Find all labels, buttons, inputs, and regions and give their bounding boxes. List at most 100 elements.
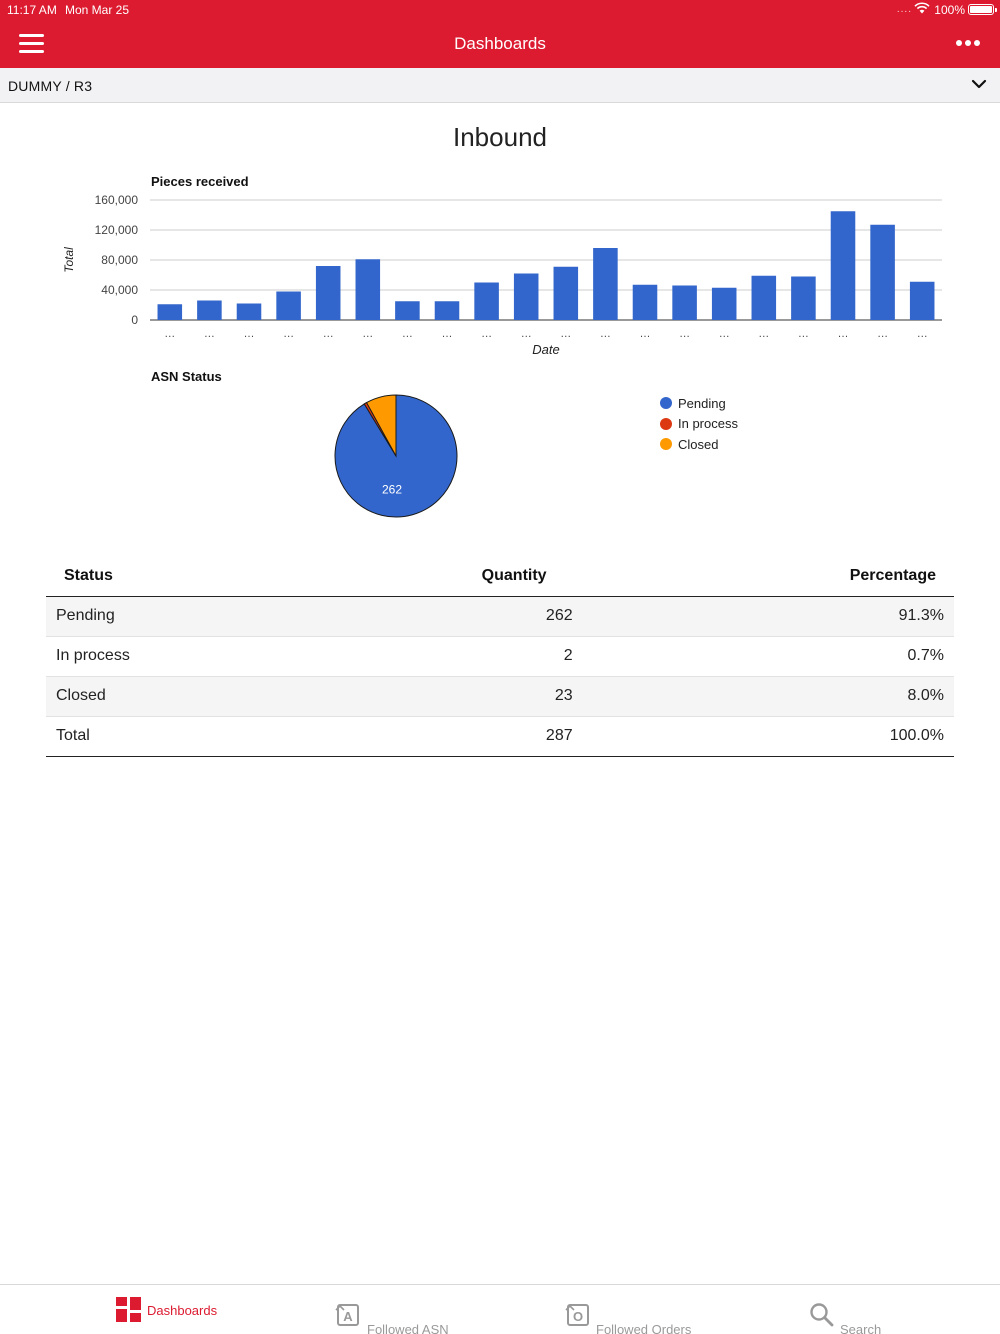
hamburger-menu-icon[interactable] — [19, 34, 44, 54]
tab-followed-orders[interactable]: O Followed Orders — [560, 1285, 710, 1334]
bar[interactable] — [791, 276, 816, 321]
bar[interactable] — [751, 275, 777, 320]
bar[interactable] — [672, 285, 697, 321]
bar[interactable] — [276, 291, 301, 321]
followed-asn-icon: A — [335, 1304, 359, 1326]
cell-percentage: 0.7% — [572, 636, 954, 677]
bar[interactable] — [355, 259, 381, 320]
svg-text:A: A — [343, 1309, 353, 1324]
tab-label: Followed ASN — [367, 1322, 449, 1334]
legend-item[interactable]: Closed — [660, 434, 738, 455]
y-tick-label: 40,000 — [101, 283, 138, 297]
cell-quantity: 2 — [345, 636, 573, 677]
pie-slice[interactable] — [365, 394, 397, 457]
search-icon — [810, 1303, 834, 1327]
column-header-quantity[interactable]: Quantity — [345, 556, 573, 597]
y-axis-label: Total — [62, 247, 76, 273]
x-tick-label: … — [164, 328, 175, 340]
bar[interactable] — [157, 304, 183, 320]
followed-orders-icon: O — [565, 1304, 589, 1326]
pie-chart-title: ASN Status — [151, 369, 222, 384]
x-tick-label: … — [402, 328, 413, 340]
column-header-percentage[interactable]: Percentage — [572, 556, 954, 597]
bar[interactable] — [909, 281, 935, 320]
bar-chart-title: Pieces received — [151, 174, 249, 189]
x-tick-label: … — [481, 328, 492, 340]
x-axis-label: Date — [532, 342, 559, 357]
x-tick-label: … — [758, 328, 769, 340]
bar[interactable] — [197, 300, 222, 321]
status-signal: .... — [896, 4, 912, 15]
pieces-received-chart: 0 40,000 80,000 120,000 160,000 … … … … … … … … … … … … …… — [62, 193, 942, 357]
legend-dot-icon — [660, 397, 672, 410]
y-tick-label: 120,000 — [95, 223, 139, 237]
table-total-row: Total 287 100.0% — [46, 716, 954, 757]
x-tick-label: … — [204, 328, 215, 340]
bar[interactable] — [474, 282, 499, 321]
wifi-icon — [914, 2, 930, 14]
dashboard-icon — [116, 1297, 141, 1322]
chevron-down-icon — [971, 79, 987, 89]
bar[interactable] — [870, 224, 895, 320]
x-tick-label: … — [560, 328, 571, 340]
bar[interactable] — [830, 211, 856, 320]
x-tick-label: … — [521, 328, 532, 340]
header-title: Dashboards — [454, 34, 546, 53]
battery-icon — [968, 4, 997, 15]
asn-status-pie-chart: 262 — [334, 394, 458, 518]
x-tick-label: … — [838, 328, 849, 340]
x-tick-label: … — [640, 328, 651, 340]
bar[interactable] — [711, 287, 737, 320]
app-header: 11:17 AM Mon Mar 25 .... 100% Dashboards — [0, 0, 1000, 68]
bar[interactable] — [593, 248, 618, 320]
y-tick-label: 80,000 — [101, 253, 138, 267]
status-time: 11:17 AM — [7, 3, 57, 17]
tab-search[interactable]: Search — [805, 1285, 905, 1334]
x-tick-label: … — [877, 328, 888, 340]
x-tick-label: … — [323, 328, 334, 340]
cell-status: Closed — [46, 676, 346, 717]
x-tick-label: … — [719, 328, 730, 340]
legend-label: Closed — [678, 436, 719, 452]
x-tick-label: … — [442, 328, 453, 340]
tab-label: Search — [840, 1322, 882, 1334]
svg-text:O: O — [573, 1309, 583, 1324]
pie-slice-label: 262 — [382, 483, 402, 497]
bar[interactable] — [513, 273, 539, 321]
legend-label: In process — [678, 416, 738, 432]
status-table: Status Quantity Percentage Pending 262 9… — [46, 556, 954, 757]
tab-label: Dashboards — [147, 1303, 218, 1318]
tab-label: Followed Orders — [596, 1322, 692, 1334]
pie-legend: Pending In process Closed — [660, 393, 738, 455]
table-row: Pending 262 91.3% — [46, 596, 954, 637]
tab-followed-asn[interactable]: A Followed ASN — [330, 1285, 470, 1334]
bar[interactable] — [236, 303, 262, 321]
page-title: Inbound — [453, 122, 547, 152]
column-header-status[interactable]: Status — [46, 556, 346, 597]
bar[interactable] — [434, 301, 460, 320]
cell-quantity: 262 — [345, 596, 573, 637]
cell-percentage: 100.0% — [572, 716, 954, 757]
cell-percentage: 91.3% — [572, 596, 954, 637]
bar[interactable] — [395, 301, 420, 320]
cell-status: In process — [46, 636, 346, 677]
cell-quantity: 287 — [345, 716, 573, 757]
x-tick-label: … — [600, 328, 611, 340]
table-row: Closed 23 8.0% — [46, 676, 954, 717]
y-tick-label: 160,000 — [95, 193, 139, 207]
bar[interactable] — [553, 266, 579, 320]
account-selector[interactable]: DUMMY / R3 — [0, 68, 1000, 103]
bar[interactable] — [632, 284, 658, 320]
x-tick-label: … — [679, 328, 690, 340]
battery-percentage: 100% — [934, 3, 965, 17]
x-tick-label: … — [244, 328, 255, 340]
legend-item[interactable]: Pending — [660, 393, 738, 414]
x-tick-label: … — [283, 328, 294, 340]
x-tick-label: … — [917, 328, 928, 340]
legend-item[interactable]: In process — [660, 414, 738, 435]
more-dots-icon[interactable] — [956, 40, 980, 48]
tab-dashboards[interactable]: Dashboards — [110, 1285, 240, 1334]
bar[interactable] — [315, 266, 341, 320]
legend-dot-icon — [660, 438, 672, 451]
